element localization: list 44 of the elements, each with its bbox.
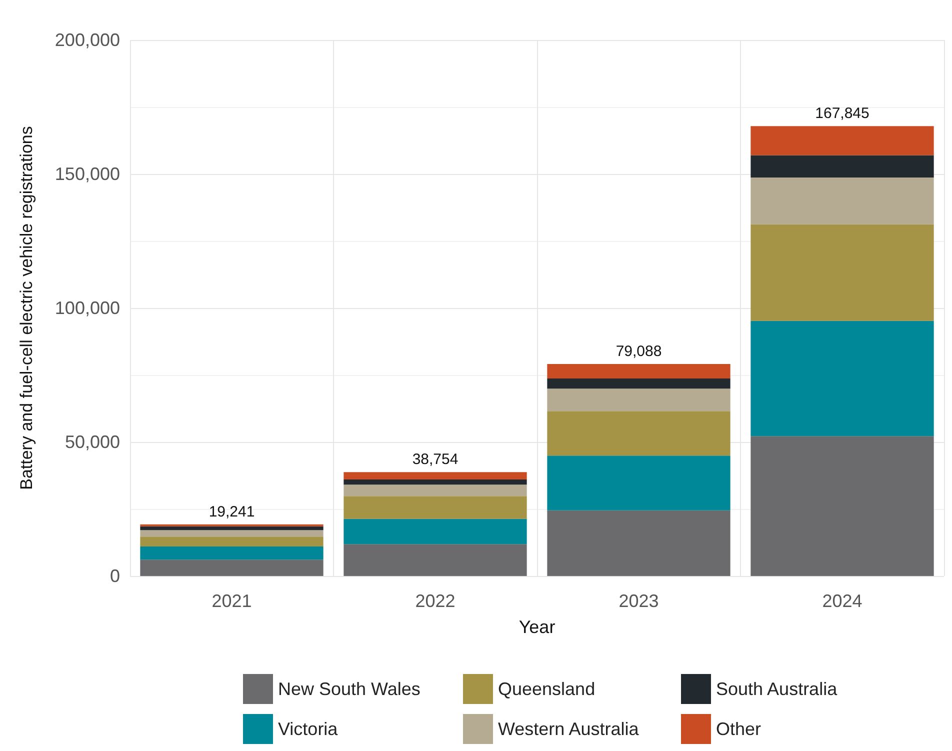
bar <box>140 560 324 576</box>
total-label: 19,241 <box>208 503 255 520</box>
x-tick-label: 2022 <box>415 591 456 611</box>
bar <box>547 364 730 378</box>
x-tick-label: 2023 <box>618 591 659 611</box>
y-tick-label: 100,000 <box>54 298 120 318</box>
legend-label: Queensland <box>498 679 596 699</box>
bar <box>344 484 527 496</box>
x-tick-label: 2021 <box>212 591 252 611</box>
bar <box>547 411 730 456</box>
y-tick-label: 0 <box>110 566 120 586</box>
legend-label: South Australia <box>716 679 838 699</box>
bar <box>547 388 730 412</box>
bar <box>140 536 324 547</box>
bar <box>750 126 934 156</box>
bar <box>750 155 934 178</box>
x-tick-label: 2024 <box>822 591 862 611</box>
bar <box>344 544 527 576</box>
y-tick-label: 150,000 <box>54 164 120 184</box>
bar <box>140 526 324 530</box>
y-axis-title: Battery and fuel-cell electric vehicle registrations <box>17 126 36 490</box>
bar <box>140 530 324 537</box>
bar <box>750 224 934 321</box>
bar <box>547 378 730 389</box>
bar <box>547 510 730 576</box>
x-axis-title: Year <box>518 617 556 637</box>
total-label: 38,754 <box>412 451 458 468</box>
y-tick-label: 50,000 <box>64 432 120 452</box>
bar <box>344 496 527 519</box>
legend-label: Victoria <box>278 719 339 739</box>
bar <box>750 320 934 436</box>
bar <box>750 177 934 224</box>
y-tick-label: 200,000 <box>54 30 120 50</box>
bar <box>547 456 730 510</box>
bar <box>344 518 527 544</box>
bar <box>344 480 527 485</box>
legend-label: Western Australia <box>498 719 640 739</box>
total-label: 167,845 <box>815 105 870 122</box>
bar <box>344 472 527 480</box>
legend-label: New South Wales <box>278 679 420 699</box>
bar <box>750 436 934 576</box>
legend-label: Other <box>716 719 762 739</box>
total-label: 79,088 <box>616 343 662 360</box>
bar <box>140 546 324 560</box>
